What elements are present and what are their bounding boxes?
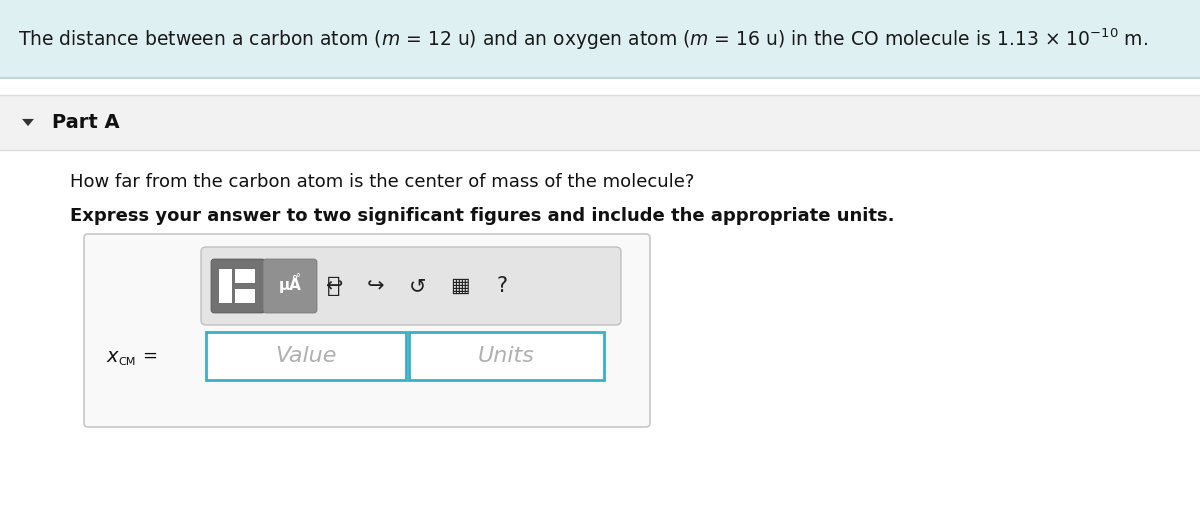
FancyBboxPatch shape — [84, 234, 650, 427]
Text: How far from the carbon atom is the center of mass of the molecule?: How far from the carbon atom is the cent… — [70, 173, 695, 191]
Bar — [409, 332, 604, 380]
Bar — [0, 78, 1200, 95]
Text: $x$: $x$ — [106, 346, 120, 366]
Text: 🔙: 🔙 — [328, 276, 341, 296]
Text: Part A: Part A — [52, 113, 120, 132]
Text: The distance between a carbon atom ($m$ = 12 u) and an oxygen atom ($m$ = 16 u) : The distance between a carbon atom ($m$ … — [18, 26, 1148, 52]
Text: ?: ? — [497, 276, 508, 296]
Text: =: = — [142, 347, 157, 365]
Bar — [0, 152, 1200, 527]
Bar — [206, 332, 406, 380]
Text: CM: CM — [118, 357, 136, 367]
Polygon shape — [22, 119, 34, 126]
Text: ↪: ↪ — [367, 276, 385, 296]
Text: °: ° — [295, 273, 299, 283]
Text: Value: Value — [275, 346, 337, 366]
Text: Units: Units — [478, 346, 535, 366]
Bar — [220, 269, 232, 303]
Text: ↺: ↺ — [409, 276, 427, 296]
Text: ▦: ▦ — [450, 276, 470, 296]
FancyBboxPatch shape — [211, 259, 265, 313]
Bar — [0, 95, 1200, 150]
Bar — [0, 0, 1200, 78]
Text: μÅ: μÅ — [278, 275, 301, 293]
Text: ↩: ↩ — [325, 276, 343, 296]
Bar — [235, 289, 256, 303]
FancyBboxPatch shape — [263, 259, 317, 313]
FancyBboxPatch shape — [202, 247, 622, 325]
Text: Express your answer to two significant figures and include the appropriate units: Express your answer to two significant f… — [70, 207, 894, 225]
Bar — [235, 269, 256, 283]
